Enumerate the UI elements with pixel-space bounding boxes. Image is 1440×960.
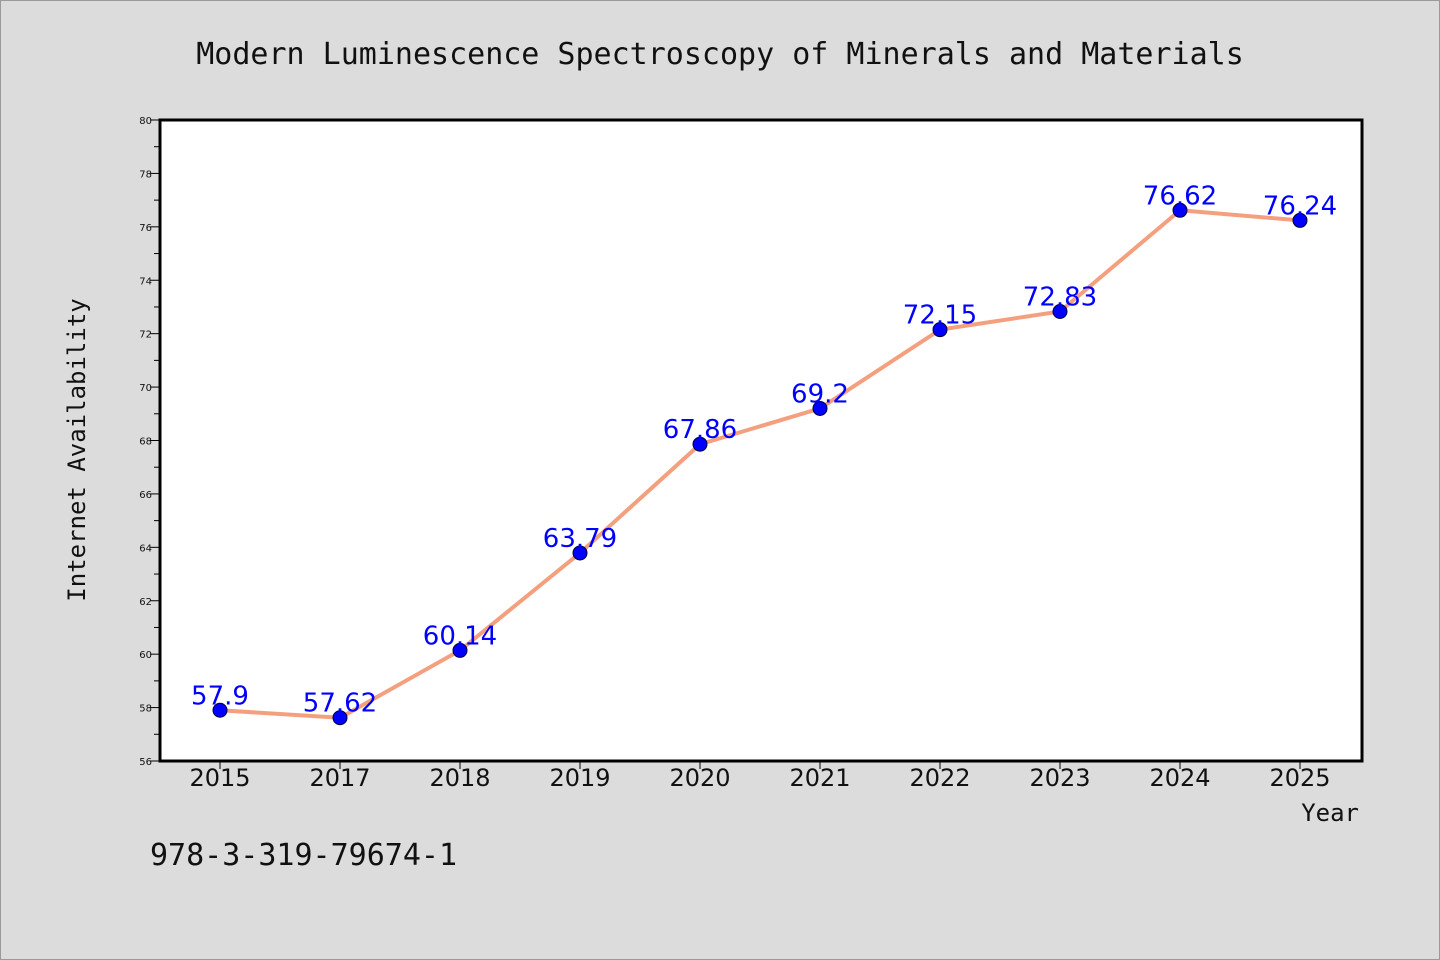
x-tick-label: 2022	[909, 764, 970, 792]
x-tick-label: 2025	[1269, 764, 1330, 792]
data-label: 72.15	[903, 301, 977, 331]
y-tick-label: 66	[139, 490, 152, 501]
data-point	[572, 545, 588, 561]
y-tick-label: 56	[139, 757, 152, 768]
data-point	[932, 322, 948, 338]
data-point	[212, 702, 228, 718]
y-tick-label: 72	[139, 330, 152, 341]
series-layer: 57.9 57.62 60.14 63.79 67.86 69.2 72.15 72.83 76…	[191, 181, 1337, 726]
y-tick-label: 70	[139, 383, 152, 394]
x-tick-label: 2024	[1149, 764, 1210, 792]
x-tick-label: 2015	[189, 764, 250, 792]
y-tick-label: 62	[139, 597, 152, 608]
data-label: 76.62	[1143, 181, 1217, 211]
x-tick-label: 2020	[669, 764, 730, 792]
x-tick-label: 2023	[1029, 764, 1090, 792]
x-tick-label: 2021	[789, 764, 850, 792]
y-axis-label: Internet Availability	[63, 298, 91, 601]
y-tick-label: 60	[139, 650, 152, 661]
y-tick-label: 80	[139, 116, 152, 127]
chart-title: Modern Luminescence Spectroscopy of Mine…	[196, 37, 1244, 72]
x-axis-label: Year	[1301, 799, 1359, 827]
x-tick-label: 2017	[309, 764, 370, 792]
series-line	[218, 208, 1302, 720]
y-tick-label: 76	[139, 223, 152, 234]
data-point	[812, 400, 828, 416]
y-tick-label: 58	[139, 704, 152, 715]
x-axis: 2015 2017 2018 2019 2020 2021 2022 2023 2024 2025	[189, 762, 1331, 792]
data-label: 60.14	[423, 621, 497, 651]
data-label: 72.83	[1023, 282, 1097, 312]
y-axis: 56 58 60 62 64 66 68 70 72 74 76 78 80	[139, 116, 159, 768]
data-label: 69.2	[791, 379, 849, 409]
data-point	[1052, 303, 1068, 319]
data-label: 67.86	[663, 415, 737, 445]
data-point	[452, 642, 468, 658]
y-tick-label: 64	[139, 543, 152, 554]
data-label: 76.24	[1263, 191, 1337, 221]
data-point	[1172, 202, 1188, 218]
data-label: 57.9	[191, 681, 249, 711]
y-tick-label: 78	[139, 169, 152, 180]
data-label: 57.62	[303, 689, 377, 719]
isbn-footnote: 978-3-319-79674-1	[150, 838, 457, 873]
data-point	[1292, 212, 1308, 228]
x-tick-label: 2018	[429, 764, 490, 792]
y-tick-label: 68	[139, 437, 152, 448]
data-point	[692, 436, 708, 452]
data-label: 63.79	[543, 524, 617, 554]
data-point	[332, 710, 348, 726]
y-tick-label: 74	[139, 276, 152, 287]
x-tick-label: 2019	[549, 764, 610, 792]
